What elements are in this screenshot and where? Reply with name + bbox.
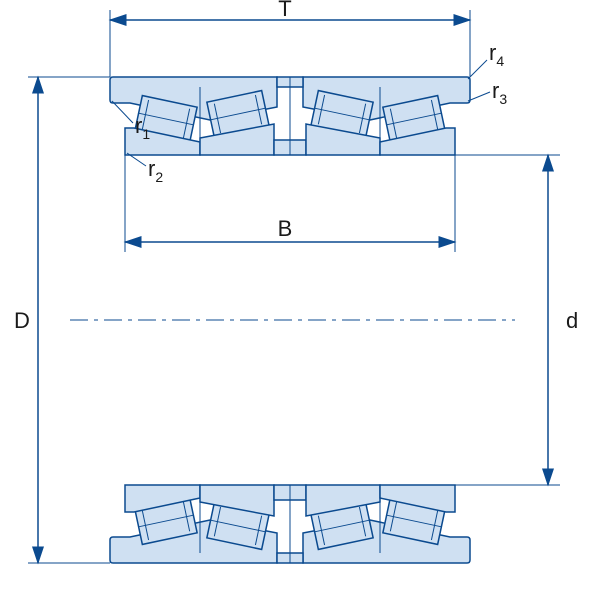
label-r3: r3 — [492, 78, 507, 107]
label-T: T — [278, 0, 291, 21]
bearing-cross-section-diagram: T D d B — [0, 0, 600, 600]
label-B: B — [278, 216, 293, 241]
label-d: d — [566, 308, 578, 333]
label-r2: r2 — [148, 156, 163, 185]
label-r4: r4 — [489, 40, 504, 69]
label-D: D — [14, 308, 30, 333]
